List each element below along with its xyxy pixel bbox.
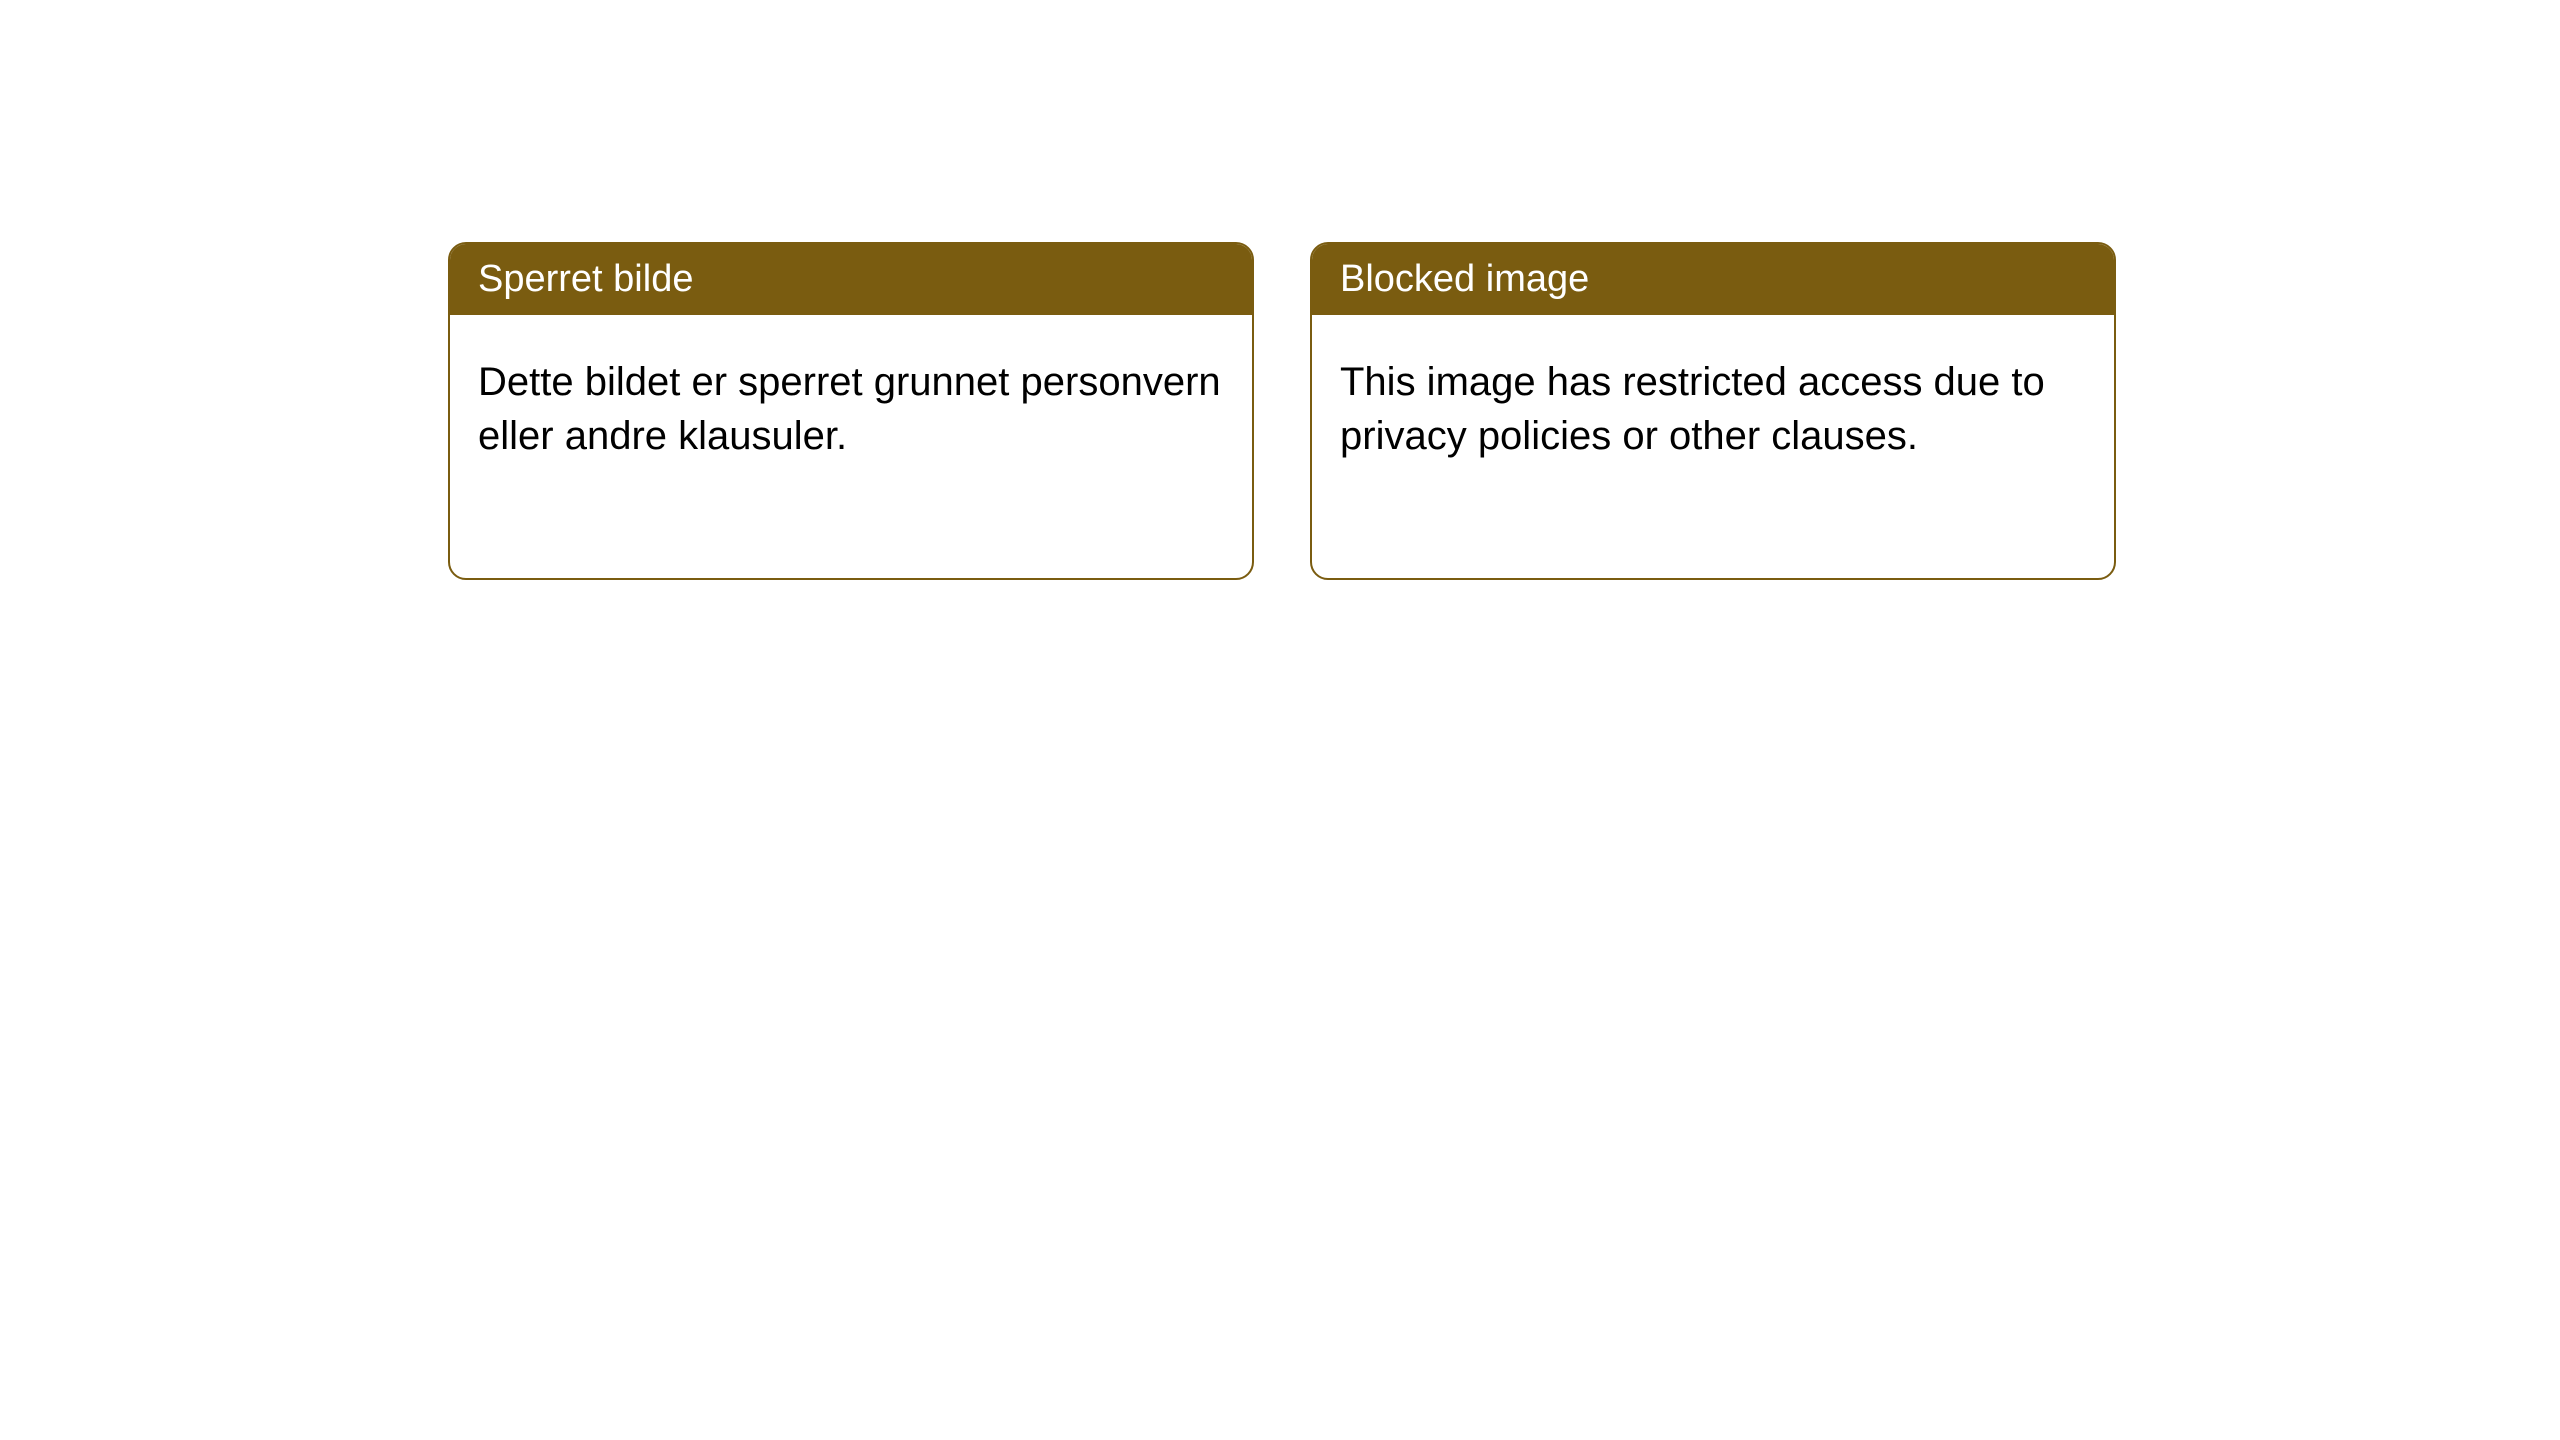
notices-container: Sperret bilde Dette bildet er sperret gr…	[448, 242, 2116, 580]
notice-body-norwegian: Dette bildet er sperret grunnet personve…	[450, 315, 1252, 503]
notice-header-norwegian: Sperret bilde	[450, 244, 1252, 315]
notice-body-english: This image has restricted access due to …	[1312, 315, 2114, 503]
notice-box-norwegian: Sperret bilde Dette bildet er sperret gr…	[448, 242, 1254, 580]
notice-box-english: Blocked image This image has restricted …	[1310, 242, 2116, 580]
notice-header-english: Blocked image	[1312, 244, 2114, 315]
